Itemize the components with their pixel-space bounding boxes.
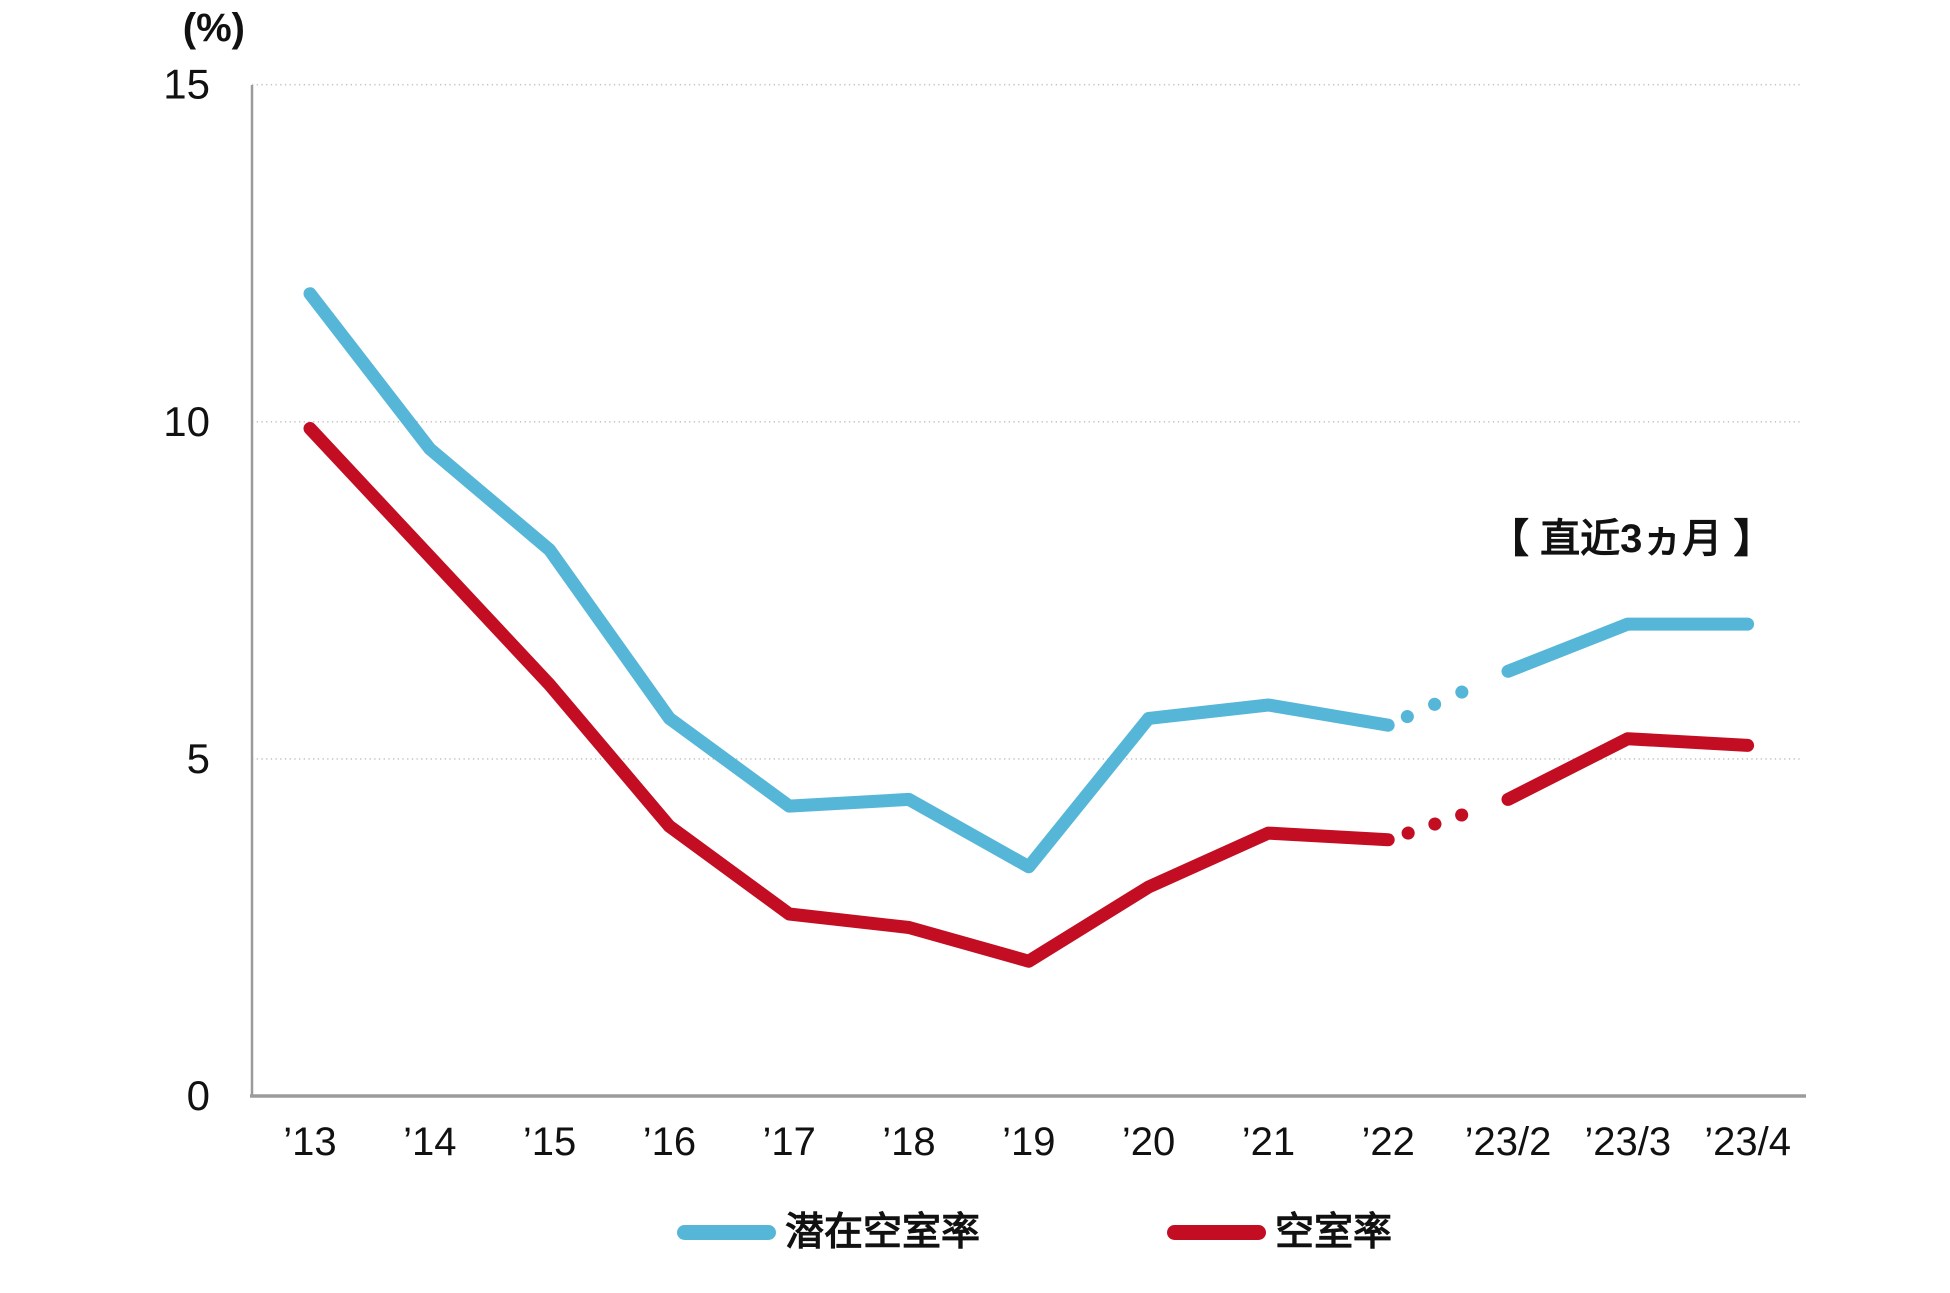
series-1-solid-line-right — [1501, 732, 1755, 806]
x-tick-label-6: ’19 — [1002, 1120, 1055, 1164]
y-tick-label-5: 5 — [187, 735, 210, 782]
legend-item-vacancy-rate: 空室率 — [1167, 1208, 1392, 1256]
x-tick-label-10: ’23/2 — [1465, 1120, 1552, 1164]
x-tick-label-4: ’17 — [763, 1120, 816, 1164]
series-0-solid-line-right — [1501, 617, 1755, 678]
series-0-solid-line-left — [303, 287, 1395, 874]
legend-item-latent-vacancy-rate: 潜在空室率 — [677, 1208, 980, 1256]
recent-3-months-annotation: 【 直近3ヵ月 】 — [1489, 517, 1774, 561]
x-tick-label-5: ’18 — [882, 1120, 935, 1164]
series-1-solid-line-left — [303, 422, 1395, 968]
x-tick-label-12: ’23/4 — [1704, 1120, 1791, 1164]
legend-swatch-vacancy-rate — [1167, 1224, 1266, 1240]
x-tick-label-3: ’16 — [643, 1120, 696, 1164]
legend-label-latent-vacancy-rate: 潜在空室率 — [785, 1210, 981, 1254]
legend-label-vacancy-rate: 空室率 — [1275, 1210, 1393, 1254]
y-tick-label-10: 10 — [163, 398, 210, 445]
y-tick-label-15: 15 — [163, 61, 210, 108]
x-tick-label-11: ’23/3 — [1584, 1120, 1671, 1164]
x-tick-label-8: ’21 — [1242, 1120, 1295, 1164]
y-axis-unit-label: (%) — [182, 6, 245, 50]
y-tick-label-0: 0 — [187, 1072, 210, 1119]
x-tick-label-0: ’13 — [283, 1120, 336, 1164]
x-tick-label-7: ’20 — [1122, 1120, 1175, 1164]
legend-swatch-latent-vacancy-rate — [677, 1224, 776, 1240]
x-tick-label-2: ’15 — [523, 1120, 576, 1164]
x-tick-label-9: ’22 — [1362, 1120, 1415, 1164]
x-tick-label-1: ’14 — [403, 1120, 456, 1164]
